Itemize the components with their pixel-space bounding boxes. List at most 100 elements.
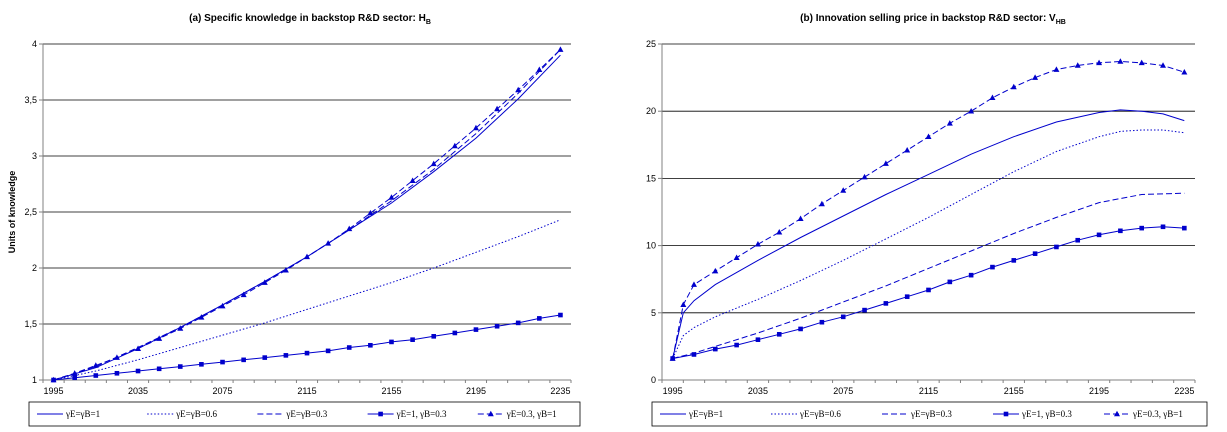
data-point	[926, 287, 931, 293]
series-1	[53, 54, 561, 381]
legend: γE=γB=1 γE=γB=0.6 γE=γB=0.3 γE=1, γB=0.3 γE=…	[28, 401, 581, 427]
series-line	[53, 49, 561, 381]
data-point	[712, 267, 719, 274]
data-point	[968, 272, 974, 278]
data-point	[754, 241, 761, 247]
data-point	[925, 133, 932, 140]
data-point	[691, 352, 697, 357]
data-point	[690, 281, 697, 287]
data-point	[113, 354, 120, 360]
data-point	[156, 335, 163, 341]
data-point	[50, 376, 57, 383]
x-tick-label: 2115	[919, 386, 938, 396]
legend-label: γE=γB=1	[65, 409, 100, 419]
data-point	[1054, 244, 1059, 250]
data-point	[536, 66, 543, 73]
series-line	[53, 219, 561, 381]
y-tick-label: 10	[646, 241, 656, 251]
data-point	[261, 279, 268, 285]
x-tick-label: 2235	[550, 386, 570, 396]
data-point	[515, 320, 521, 326]
legend-marker	[487, 410, 494, 417]
y-tick-label: 1	[32, 375, 37, 385]
data-point	[220, 359, 225, 365]
legend-marker	[378, 411, 383, 417]
data-point	[1096, 59, 1103, 66]
y-tick-label: 25	[646, 39, 656, 49]
legend-marker	[1114, 410, 1120, 417]
y-axis-label: Units of knowledge	[7, 171, 17, 254]
data-point	[1074, 62, 1081, 68]
data-point	[990, 264, 995, 270]
data-point	[776, 332, 782, 337]
data-point	[367, 209, 374, 216]
data-point	[389, 339, 394, 345]
series-line	[53, 314, 561, 381]
series-1	[672, 109, 1185, 359]
series-line	[672, 129, 1185, 359]
data-point	[494, 105, 501, 112]
data-point	[388, 194, 395, 200]
series-3	[672, 192, 1185, 359]
series-line	[672, 60, 1185, 359]
data-point	[410, 337, 415, 342]
x-tick-label: 2195	[466, 386, 486, 396]
data-point	[1117, 58, 1124, 64]
data-point	[946, 120, 953, 126]
series-5	[669, 58, 1188, 361]
series-4	[51, 312, 563, 383]
data-point	[368, 342, 373, 348]
x-tick-label: 2155	[1004, 386, 1024, 396]
data-point	[1053, 66, 1060, 72]
data-point	[1010, 83, 1017, 90]
data-point	[713, 346, 718, 352]
y-tick-label: 3,5	[24, 95, 37, 105]
series-2	[53, 219, 561, 381]
data-point	[669, 355, 676, 361]
data-point	[798, 326, 803, 332]
series-line	[53, 54, 561, 381]
series-5	[50, 46, 564, 383]
data-point	[219, 302, 226, 309]
data-point	[325, 240, 332, 246]
data-point	[947, 279, 953, 285]
data-point	[199, 362, 204, 367]
data-point	[346, 345, 352, 350]
legend-label: γE=γB=0.6	[175, 409, 217, 419]
data-point	[430, 160, 437, 167]
data-point	[968, 108, 975, 114]
data-point	[240, 291, 247, 298]
data-point	[473, 327, 479, 332]
data-point	[1032, 74, 1039, 80]
y-tick-label: 20	[646, 106, 656, 116]
data-point	[177, 325, 184, 331]
data-point	[797, 215, 804, 222]
x-tick-label: 1995	[663, 386, 683, 396]
y-tick-label: 2	[32, 263, 37, 273]
data-point	[472, 124, 479, 131]
legend-label: γE=0.3, γB=1	[506, 409, 557, 419]
series-3	[53, 49, 561, 381]
data-point	[451, 142, 458, 149]
data-point	[776, 228, 783, 235]
data-point	[177, 364, 183, 369]
data-point	[862, 307, 867, 313]
data-point	[1160, 62, 1167, 68]
y-tick-label: 3	[32, 151, 37, 161]
data-point	[557, 46, 564, 52]
data-point	[861, 173, 868, 180]
data-point	[135, 345, 142, 351]
series-line	[672, 109, 1185, 359]
x-tick-label: 2155	[381, 386, 401, 396]
legend-label: γE=γB=0.6	[799, 409, 841, 419]
data-point	[198, 314, 205, 320]
data-point	[494, 323, 500, 329]
data-point	[755, 337, 761, 342]
data-point	[304, 253, 310, 260]
data-point	[840, 187, 847, 193]
x-tick-label: 2075	[833, 386, 853, 396]
data-point	[1139, 225, 1144, 231]
chart-title: (b) Innovation selling price in backstop…	[800, 13, 1066, 26]
x-tick-label: 2235	[1174, 386, 1194, 396]
